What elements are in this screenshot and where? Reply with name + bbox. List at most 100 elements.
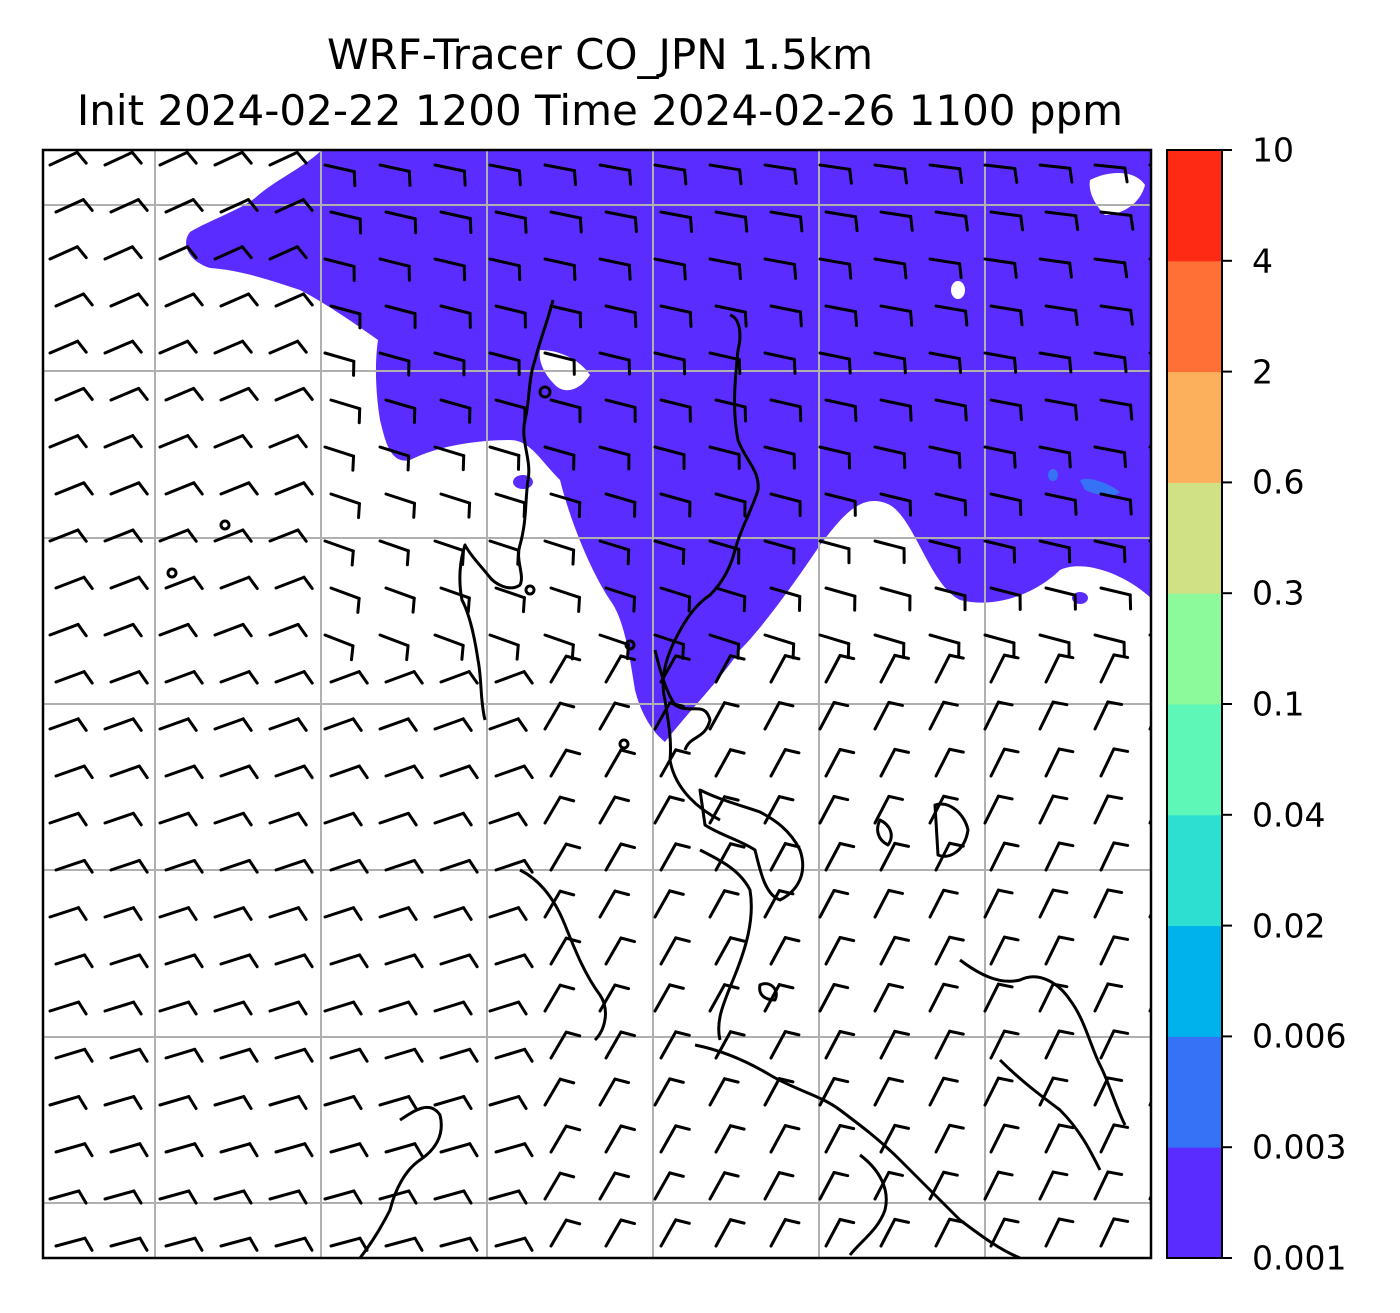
- wind-barb-staff: [268, 622, 300, 637]
- wind-barb-staff: [934, 492, 967, 503]
- wind-barb-staff: [488, 906, 521, 919]
- wind-barb-flag: [467, 670, 479, 685]
- wind-barb-flag: [838, 653, 856, 661]
- wind-barb-flag: [461, 811, 473, 827]
- wind-barb-staff: [274, 386, 306, 402]
- wind-barb-flag: [564, 1030, 582, 1038]
- wind-barb-flag: [783, 936, 801, 943]
- wind-barb-staff: [873, 888, 891, 919]
- wind-barb-staff: [48, 622, 80, 637]
- wind-barb-staff: [384, 858, 416, 872]
- wind-barb-flag: [411, 596, 416, 614]
- wind-barb-staff: [1044, 653, 1061, 684]
- wind-barb-staff: [604, 210, 637, 220]
- wind-barb-flag: [186, 434, 198, 449]
- wind-barb-staff: [109, 198, 140, 214]
- wind-barb-staff: [164, 953, 197, 966]
- wind-barb-flag: [902, 452, 907, 470]
- wind-barb-staff: [109, 1236, 142, 1248]
- wind-barb-staff: [158, 622, 190, 637]
- wind-barb-flag: [793, 168, 798, 185]
- wind-barb-flag: [242, 1000, 253, 1016]
- wind-barb-staff: [659, 936, 678, 966]
- wind-barb-staff: [54, 575, 86, 590]
- coastline-honshu: [694, 1043, 1021, 1258]
- wind-barb-flag: [76, 622, 88, 638]
- wind-barb-staff: [873, 257, 907, 266]
- wind-barb-staff: [598, 1171, 617, 1201]
- wind-barb-flag: [948, 1123, 965, 1130]
- wind-barb-staff: [48, 434, 80, 449]
- wind-barb-flag: [247, 481, 259, 496]
- wind-barb-staff: [543, 539, 576, 552]
- wind-barb-staff: [274, 858, 306, 872]
- wind-barb-staff: [213, 245, 244, 261]
- wind-barb-staff: [54, 953, 87, 966]
- wind-barb-flag: [352, 906, 363, 921]
- wind-barb-staff: [1044, 935, 1061, 966]
- wind-barb-flag: [186, 811, 198, 827]
- wind-barb-flag: [1002, 1123, 1020, 1130]
- wind-barb-staff: [818, 795, 836, 825]
- wind-barb-staff: [818, 633, 851, 646]
- co-plume-hole: [951, 281, 965, 299]
- wind-barb-flag: [738, 168, 743, 186]
- wind-barb-staff: [439, 858, 471, 872]
- wind-barb-staff: [103, 906, 136, 919]
- wind-barb-flag: [832, 795, 850, 802]
- wind-barb-flag: [628, 168, 633, 186]
- wind-barb-staff: [103, 1000, 136, 1013]
- wind-barb-staff: [879, 1217, 897, 1248]
- coastline-east: [959, 958, 1127, 1126]
- wind-barb-staff: [48, 1189, 81, 1201]
- wind-barb-flag: [1074, 403, 1079, 421]
- wind-barb-flag: [838, 747, 856, 755]
- wind-barb-flag: [723, 795, 740, 802]
- wind-barb-flag: [737, 358, 742, 376]
- wind-barb-flag: [1002, 841, 1020, 848]
- wind-barb-staff: [1038, 351, 1072, 360]
- wind-barb-staff: [549, 654, 568, 684]
- wind-barb-flag: [1112, 935, 1130, 941]
- wind-barb-flag: [723, 983, 740, 990]
- wind-barb-staff: [439, 210, 472, 221]
- wind-barb-staff: [323, 445, 356, 458]
- wind-barb-staff: [873, 1076, 891, 1107]
- wind-barb-staff: [934, 653, 952, 684]
- colorbar-segment: [1167, 593, 1222, 705]
- wind-barb-staff: [378, 257, 411, 268]
- wind-barb-staff: [54, 1236, 87, 1248]
- co-plume-patch: [513, 475, 533, 489]
- wind-barb-staff: [763, 983, 781, 1013]
- wind-barb-staff: [549, 842, 568, 872]
- wind-barb-staff: [103, 717, 135, 731]
- wind-barb-staff: [769, 1030, 787, 1060]
- wind-barb-flag: [137, 575, 149, 591]
- wind-barb-staff: [659, 654, 678, 684]
- wind-barb-staff: [213, 528, 245, 543]
- wind-barb-staff: [54, 1142, 87, 1154]
- wind-barb-staff: [323, 906, 356, 919]
- colorbar-segment: [1167, 814, 1222, 927]
- wind-barb-staff: [488, 1189, 521, 1201]
- wind-barb-flag: [241, 811, 253, 827]
- wind-barb-flag: [358, 953, 369, 969]
- wind-barb-staff: [1099, 1217, 1116, 1248]
- wind-barb-staff: [219, 292, 250, 308]
- wind-barb-flag: [76, 528, 88, 543]
- wind-barb-flag: [462, 906, 473, 921]
- wind-barb-staff: [433, 1000, 466, 1013]
- wind-barb-staff: [879, 304, 913, 313]
- wind-barb-flag: [248, 1047, 259, 1063]
- wind-barb-staff: [824, 1217, 842, 1248]
- wind-barb-staff: [268, 434, 300, 449]
- wind-barb-staff: [164, 292, 195, 308]
- wind-barb-staff: [323, 351, 356, 363]
- wind-barb-flag: [558, 889, 576, 897]
- wind-barb-staff: [714, 1124, 733, 1154]
- coastline-honshu-north: [699, 848, 753, 1041]
- wind-barb-staff: [824, 304, 857, 314]
- wind-barb-flag: [558, 701, 576, 709]
- wind-barb-staff: [983, 700, 1000, 731]
- wind-barb-staff: [659, 1218, 678, 1248]
